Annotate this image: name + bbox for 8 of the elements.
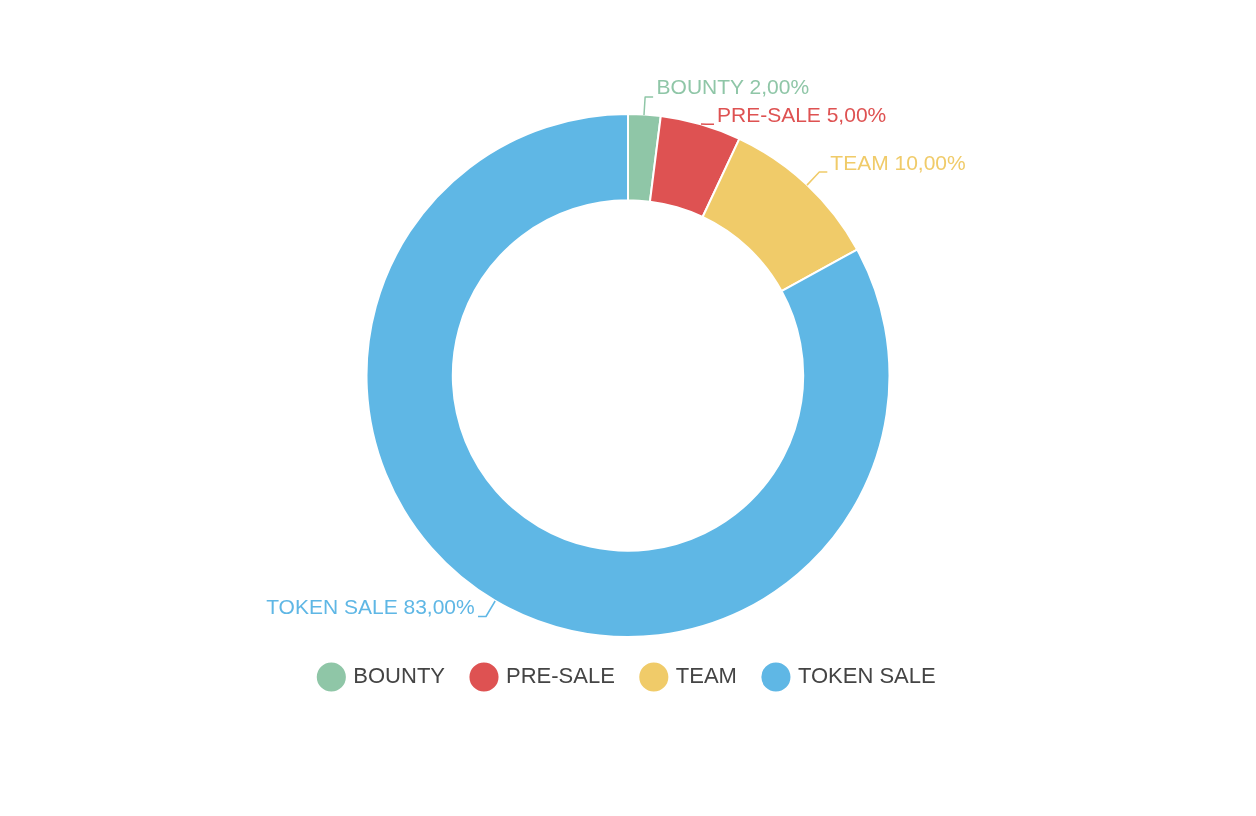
category-label: TEAM 10,00% bbox=[830, 150, 966, 174]
legend-label: TOKEN SALE bbox=[797, 663, 936, 689]
legend-label: TEAM bbox=[675, 663, 737, 689]
category-label: TOKEN SALE 83,00% bbox=[266, 594, 475, 618]
legend-label: PRE-SALE bbox=[505, 663, 615, 689]
legend-label: BOUNTY bbox=[353, 663, 446, 689]
category-label: BOUNTY 2,00% bbox=[656, 75, 810, 99]
category-label: PRE-SALE 5,00% bbox=[716, 103, 887, 127]
